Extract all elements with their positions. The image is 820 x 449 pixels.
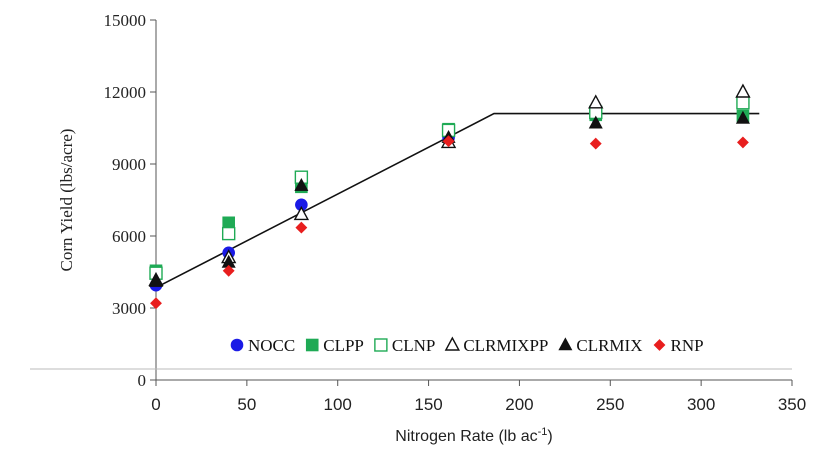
legend-item-nocc: NOCC xyxy=(230,336,295,355)
fit-line xyxy=(155,112,760,289)
legend-label-rnp: RNP xyxy=(671,336,704,355)
legend-marker-clnp xyxy=(374,338,388,352)
y-tick-label: 9000 xyxy=(112,155,146,174)
legend-label-nocc: NOCC xyxy=(248,336,295,355)
x-axis-label: Nitrogen Rate (lb ac-1) xyxy=(395,426,552,445)
x-axis: 0 50 100 150 200 250 300 350 xyxy=(30,368,806,414)
legend-label-clrmixpp: CLRMIXPP xyxy=(463,336,548,355)
data-point-rnp xyxy=(589,137,602,150)
x-axis-label-main: Nitrogen Rate (lb ac xyxy=(395,428,537,445)
series-clnp xyxy=(149,96,750,280)
x-tick-label: 350 xyxy=(778,395,806,414)
y-tick-label: 15000 xyxy=(104,11,147,30)
data-point-clrmixpp xyxy=(735,83,751,98)
data-points xyxy=(148,83,751,310)
data-point-clrmix xyxy=(735,110,750,124)
x-tick-label: 50 xyxy=(237,395,256,414)
x-tick-label: 0 xyxy=(151,395,160,414)
x-ticks: 0 50 100 150 200 250 300 350 xyxy=(151,380,806,414)
legend-item-clrmixpp: CLRMIXPP xyxy=(444,336,548,355)
y-tick-label: 6000 xyxy=(112,227,146,246)
y-axis: 0 3000 6000 9000 12000 15000 xyxy=(104,11,157,390)
data-point-clnp xyxy=(736,96,750,110)
data-point-rnp xyxy=(295,221,308,234)
x-tick-label: 100 xyxy=(324,395,352,414)
data-point-clnp xyxy=(221,226,236,241)
legend-item-clpp: CLPP xyxy=(305,336,364,355)
legend-label-clpp: CLPP xyxy=(323,336,364,355)
legend: NOCC CLPP CLNP CLRMIXPP CLRMIX RNP xyxy=(230,336,704,355)
data-point-clrmix xyxy=(148,273,164,287)
legend-marker-clpp xyxy=(305,338,319,352)
series-clrmixpp xyxy=(148,83,751,287)
x-tick-label: 150 xyxy=(414,395,442,414)
series-rnp xyxy=(150,135,749,310)
x-tick-label: 200 xyxy=(505,395,533,414)
data-point-rnp xyxy=(222,264,235,277)
x-axis-label-superscript: -1 xyxy=(538,426,548,438)
data-point-rnp xyxy=(150,297,162,310)
data-point-clrmixpp xyxy=(293,205,310,221)
data-point-clrmixpp xyxy=(588,94,604,109)
legend-marker-rnp xyxy=(653,339,666,351)
legend-label-clrmix: CLRMIX xyxy=(576,336,642,355)
y-tick-label: 12000 xyxy=(104,83,147,102)
legend-marker-clrmixpp xyxy=(444,336,461,351)
data-point-clrmix xyxy=(588,115,603,129)
y-tick-label: 3000 xyxy=(112,299,146,318)
y-axis-label: Corn Yield (lbs/acre) xyxy=(57,129,76,272)
data-point-rnp xyxy=(737,136,749,149)
data-point-rnp xyxy=(442,135,455,148)
x-tick-label: 250 xyxy=(596,395,624,414)
legend-item-clrmix: CLRMIX xyxy=(558,336,643,355)
y-ticks: 0 3000 6000 9000 12000 15000 xyxy=(104,11,156,390)
x-tick-label: 300 xyxy=(687,395,715,414)
legend-item-clnp: CLNP xyxy=(374,336,435,355)
x-axis-label-suffix: ) xyxy=(547,428,552,445)
legend-item-rnp: RNP xyxy=(653,336,704,355)
data-point-clrmix xyxy=(294,177,309,191)
y-tick-label: 0 xyxy=(138,371,147,390)
legend-marker-clrmix xyxy=(558,337,573,351)
legend-marker-nocc xyxy=(230,338,244,352)
legend-label-clnp: CLNP xyxy=(392,336,435,355)
